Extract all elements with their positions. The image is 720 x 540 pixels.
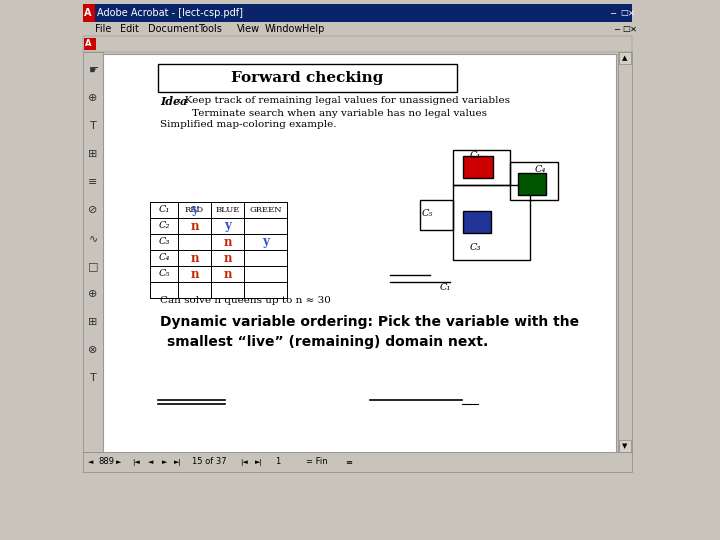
- Text: = Fin: = Fin: [306, 457, 328, 467]
- Text: C₁: C₁: [440, 283, 451, 292]
- Text: □: □: [620, 9, 628, 17]
- Text: ⊕: ⊕: [89, 93, 98, 103]
- Text: y: y: [191, 204, 198, 217]
- FancyBboxPatch shape: [619, 440, 631, 452]
- Text: GREEN: GREEN: [249, 206, 282, 214]
- Text: C₄: C₄: [534, 165, 546, 173]
- Text: n: n: [223, 235, 232, 248]
- FancyBboxPatch shape: [83, 4, 95, 22]
- Text: Can solve n queens up to n ≈ 30: Can solve n queens up to n ≈ 30: [160, 296, 331, 305]
- FancyBboxPatch shape: [83, 4, 632, 22]
- Text: 889: 889: [98, 457, 114, 467]
- Text: n: n: [223, 267, 232, 280]
- Text: C₁: C₁: [469, 152, 481, 160]
- Text: Terminate search when any variable has no legal values: Terminate search when any variable has n…: [192, 109, 487, 118]
- Text: |◄: |◄: [132, 458, 140, 465]
- Text: RED: RED: [185, 206, 204, 214]
- Text: C₄: C₄: [158, 253, 170, 262]
- FancyBboxPatch shape: [618, 52, 632, 452]
- Bar: [510, 162, 558, 200]
- FancyBboxPatch shape: [83, 36, 632, 52]
- Text: □: □: [88, 261, 98, 271]
- Text: n: n: [190, 252, 199, 265]
- Text: A: A: [84, 39, 91, 49]
- Text: Help: Help: [302, 24, 325, 34]
- Text: C₃: C₃: [158, 238, 170, 246]
- Text: |◄: |◄: [240, 458, 248, 465]
- Text: A: A: [84, 8, 91, 18]
- Text: File: File: [95, 24, 112, 34]
- Text: Idea: Idea: [160, 96, 187, 107]
- Text: □: □: [622, 24, 630, 33]
- Bar: [453, 185, 530, 260]
- Text: Simplified map-coloring example.: Simplified map-coloring example.: [160, 120, 336, 129]
- Text: ▼: ▼: [622, 443, 628, 449]
- Text: ─: ─: [610, 9, 615, 17]
- Text: ≡: ≡: [345, 457, 352, 467]
- Text: C₅: C₅: [158, 269, 170, 279]
- Text: 15 of 37: 15 of 37: [192, 457, 227, 467]
- Text: 1: 1: [275, 457, 280, 467]
- Text: Document: Document: [148, 24, 199, 34]
- Text: Dynamic variable ordering: Pick the variable with the: Dynamic variable ordering: Pick the vari…: [160, 315, 579, 329]
- Text: y: y: [224, 219, 231, 233]
- Text: ►|: ►|: [255, 458, 263, 465]
- Text: Edit: Edit: [120, 24, 139, 34]
- Text: ─: ─: [614, 24, 619, 33]
- Text: n: n: [223, 252, 232, 265]
- Bar: [420, 200, 453, 230]
- Text: ◄: ◄: [148, 459, 153, 465]
- Text: ▲: ▲: [622, 55, 628, 61]
- Text: ◄: ◄: [88, 459, 94, 465]
- Bar: [518, 173, 546, 195]
- Text: ⊕: ⊕: [89, 289, 98, 299]
- Text: C₃: C₃: [469, 242, 481, 252]
- Text: ⊗: ⊗: [89, 345, 98, 355]
- FancyBboxPatch shape: [83, 52, 103, 452]
- Text: ✕: ✕: [628, 9, 635, 17]
- FancyBboxPatch shape: [83, 22, 632, 36]
- Text: Tools: Tools: [198, 24, 222, 34]
- Text: ∿: ∿: [89, 233, 98, 243]
- Text: ►: ►: [162, 459, 167, 465]
- FancyBboxPatch shape: [84, 38, 96, 50]
- Text: ⊞: ⊞: [89, 149, 98, 159]
- Text: Adobe Acrobat - [lect-csp.pdf]: Adobe Acrobat - [lect-csp.pdf]: [97, 8, 243, 18]
- Text: y: y: [262, 235, 269, 248]
- Text: C₁: C₁: [158, 206, 170, 214]
- Text: smallest “live” (remaining) domain next.: smallest “live” (remaining) domain next.: [167, 335, 488, 349]
- Text: C₅: C₅: [421, 208, 433, 218]
- Bar: [463, 156, 493, 178]
- Text: ⊞: ⊞: [89, 317, 98, 327]
- FancyBboxPatch shape: [83, 452, 632, 472]
- FancyBboxPatch shape: [158, 64, 457, 92]
- Text: BLUE: BLUE: [215, 206, 240, 214]
- Text: T: T: [89, 121, 96, 131]
- FancyBboxPatch shape: [103, 54, 616, 452]
- Text: ☛: ☛: [88, 65, 98, 75]
- Text: Forward checking: Forward checking: [231, 71, 383, 85]
- Text: ≡: ≡: [89, 177, 98, 187]
- Text: T: T: [89, 373, 96, 383]
- Text: n: n: [190, 219, 199, 233]
- Text: ►|: ►|: [174, 458, 181, 465]
- Text: Window: Window: [265, 24, 303, 34]
- Text: ✕: ✕: [630, 24, 637, 33]
- Bar: [463, 211, 491, 233]
- FancyBboxPatch shape: [619, 52, 631, 64]
- Text: C₂: C₂: [158, 221, 170, 231]
- Text: ⊘: ⊘: [89, 205, 98, 215]
- Bar: [453, 150, 510, 185]
- Text: : Keep track of remaining legal values for unassigned variables: : Keep track of remaining legal values f…: [178, 96, 510, 105]
- Text: ►: ►: [116, 459, 122, 465]
- Text: View: View: [237, 24, 260, 34]
- Text: n: n: [190, 267, 199, 280]
